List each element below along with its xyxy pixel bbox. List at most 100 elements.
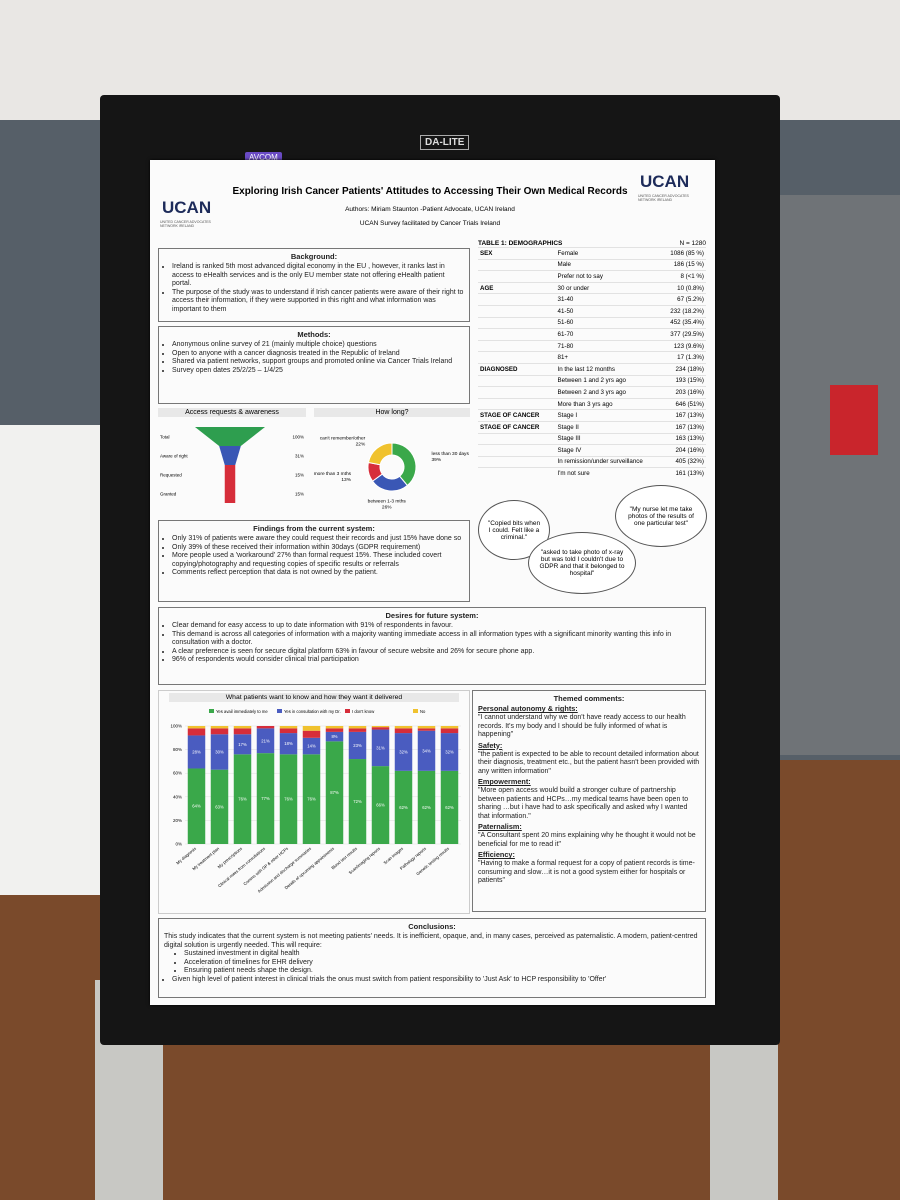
- label-cell: 30 or under: [555, 281, 662, 294]
- bar-segment: [187, 735, 206, 769]
- logo: UCAN: [162, 198, 212, 217]
- data-label: 32%: [445, 749, 454, 754]
- table-row: Between 1 and 2 yrs ago 193 (15%): [478, 374, 706, 387]
- legend-label: Yes in consultation with my Dr.: [284, 709, 341, 714]
- list-item: This demand is across all categories of …: [172, 631, 700, 648]
- data-label: 14%: [307, 744, 316, 749]
- logo-tagline: UNITED CANCER ADVOCATES NETWORK IRELAND: [638, 194, 689, 202]
- list: Only 31% of patients were aware they cou…: [164, 535, 464, 578]
- bar-segment: [371, 726, 390, 728]
- list-item: Only 39% of these received their informa…: [172, 544, 464, 553]
- bar-segment: [417, 726, 436, 729]
- value-cell: 123 (9.6%): [661, 339, 706, 352]
- y-tick-label: 60%: [173, 771, 182, 776]
- value-label: 15%: [295, 473, 304, 478]
- stacked-bar-chart: Yes avail immediately to me Yes in consul…: [170, 709, 461, 894]
- table-row: DIAGNOSED In the last 12 months 234 (18%): [478, 362, 706, 376]
- theme-quote: "More open access would build a stronger…: [478, 787, 689, 820]
- table-row: STAGE OF CANCER Stage II 167 (13%): [478, 420, 706, 433]
- bar-segment: [440, 728, 459, 734]
- bar-segment: [348, 726, 367, 729]
- facilitator: UCAN Survey facilitated by Cancer Trials…: [359, 220, 501, 227]
- bar-segment: [394, 726, 413, 729]
- bar-segment: [394, 733, 413, 771]
- y-tick-label: 100%: [170, 724, 182, 729]
- list-item: More people used a 'workaround' 27% than…: [172, 552, 464, 569]
- wall: [780, 195, 900, 755]
- list: Clear demand for easy access to up to da…: [164, 622, 700, 665]
- list-item: Ensuring patient needs shape the design.: [184, 967, 700, 976]
- group-cell: AGE: [478, 281, 556, 294]
- bar-segment: [256, 753, 275, 844]
- group-cell: STAGE OF CANCER: [478, 409, 556, 422]
- table-row: 61-70 377 (29.5%): [478, 328, 706, 341]
- funnel-segment: [195, 427, 265, 446]
- data-label: 62%: [422, 805, 431, 810]
- funnel-chart: Total 100% Aware of right 31% Requested 15% Gr…: [160, 427, 304, 503]
- sample-size: N = 1280: [679, 240, 706, 247]
- value-cell: 8 (<1 %): [661, 270, 706, 283]
- theme-heading: Paternalism:: [478, 822, 522, 832]
- bar-segment: [210, 728, 229, 735]
- value-cell: 203 (16%): [661, 386, 706, 399]
- data-label: 17%: [238, 742, 247, 747]
- label-cell: Female: [555, 247, 662, 260]
- data-label: 23%: [353, 743, 362, 748]
- exit-sign: [830, 385, 878, 455]
- bar-segment: [348, 731, 367, 760]
- value-label: 100%: [292, 435, 304, 440]
- label-cell: 31-40: [555, 293, 662, 306]
- theme-heading: Personal autonomy & rights:: [478, 704, 578, 714]
- value-cell: 161 (13%): [661, 467, 706, 479]
- bar-segment: [440, 726, 459, 729]
- list: Sustained investment in digital healthAc…: [164, 950, 700, 976]
- x-tick-label: My diagnosis: [175, 846, 197, 866]
- data-label: 62%: [445, 805, 454, 810]
- logo-tagline: UNITED CANCER ADVOCATES NETWORK IRELAND: [160, 220, 211, 228]
- bar-segment: [256, 726, 275, 729]
- x-tick-label: Scan images: [382, 846, 404, 865]
- list-item: Comments reflect perception that data is…: [172, 569, 464, 578]
- funnel-segment: [224, 465, 236, 484]
- y-tick-label: 0%: [175, 842, 182, 847]
- bar-segment: [233, 754, 252, 844]
- legend-label: I don't know: [352, 709, 375, 714]
- list-item: Only 31% of patients were aware they cou…: [172, 535, 464, 544]
- list-item: Acceleration of timelines for EHR delive…: [184, 959, 700, 968]
- bar-segment: [325, 726, 344, 729]
- data-label: 72%: [353, 799, 362, 804]
- data-label: 76%: [238, 797, 247, 802]
- bar-segment: [417, 770, 436, 844]
- list-item: Anonymous online survey of 21 (mainly mu…: [172, 341, 464, 350]
- data-label: 76%: [307, 797, 316, 802]
- table-row: Male 186 (15 %): [478, 258, 706, 271]
- bar-segment: [279, 754, 298, 844]
- quote-bubble: "My nurse let me take photos of the resu…: [615, 485, 707, 547]
- theme-quote: "A Consultant spent 20 mins explaining w…: [478, 832, 696, 848]
- table-row: 41-50 232 (18.2%): [478, 304, 706, 318]
- heading: Conclusions:: [408, 922, 456, 931]
- bar-segment: [187, 726, 206, 729]
- legend-label: No: [420, 709, 426, 714]
- group-cell: SEX: [478, 247, 556, 260]
- label-cell: Stage I: [555, 409, 662, 422]
- slice-label: less than 30 days: [432, 451, 470, 457]
- table-row: In remission/under surveillance 405 (32%): [478, 455, 706, 468]
- table-row: More than 3 yrs ago 646 (51%): [478, 397, 706, 410]
- bar-segment: [440, 733, 459, 771]
- bar-segment: [302, 754, 321, 844]
- value-cell: 232 (18.2%): [661, 304, 706, 318]
- stand-label: DA-LITE: [420, 135, 470, 150]
- list-item: Open to anyone with a cancer diagnosis t…: [172, 350, 464, 359]
- list-item: 96% of respondents would consider clinic…: [172, 656, 700, 665]
- value-cell: 167 (13%): [661, 409, 706, 422]
- table-row: Stage IV 204 (16%): [478, 444, 706, 457]
- group-cell: [478, 351, 556, 364]
- group-cell: [478, 386, 556, 399]
- group-cell: [478, 455, 556, 468]
- demographics-table: SEX Female 1086 (85 %) Male 186 (15 %) Prefer…: [478, 247, 706, 479]
- bar-segment: [279, 733, 298, 755]
- funnel-segment: [219, 446, 241, 465]
- data-label: 8%: [331, 734, 337, 739]
